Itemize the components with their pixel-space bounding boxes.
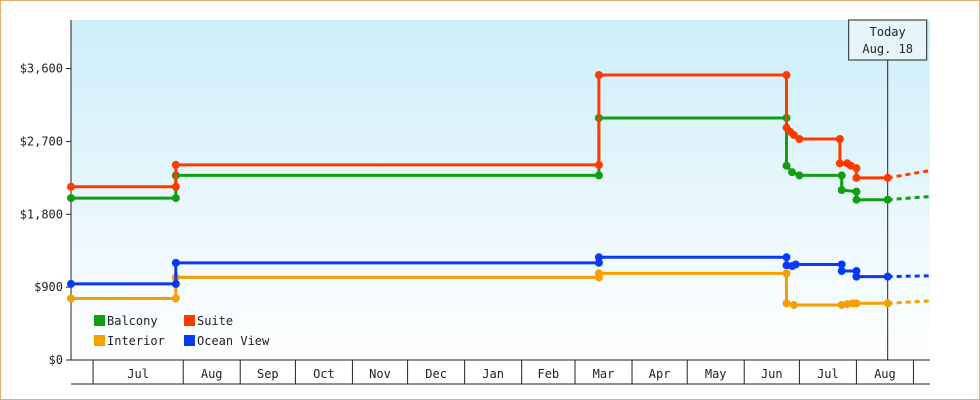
data-point [67, 294, 75, 303]
data-point [594, 171, 603, 180]
y-tick-label: $900 [34, 280, 63, 294]
data-point [782, 299, 791, 308]
data-point [835, 159, 844, 168]
data-point [852, 299, 861, 308]
x-axis: Jul Aug Sep Oct Nov Dec Jan Feb Mar Apr May Jun Jul A… [71, 359, 930, 385]
data-point [852, 173, 861, 182]
data-point [171, 279, 180, 288]
today-label: Today [870, 25, 906, 39]
projection-line-ocean-view [887, 274, 931, 279]
plot-background [71, 20, 930, 360]
projection-line-balcony [887, 194, 931, 202]
data-point [795, 135, 804, 143]
data-point [852, 272, 861, 281]
data-point [852, 187, 861, 196]
y-tick-label: $0 [49, 353, 63, 367]
x-tick-label: Jan [482, 367, 504, 381]
legend-swatch-interior [94, 335, 105, 346]
x-tick-label: Sep [257, 367, 279, 381]
today-box [848, 19, 928, 61]
data-point [594, 160, 603, 169]
data-point [791, 260, 800, 269]
data-point [782, 71, 791, 80]
data-point [883, 272, 892, 281]
data-point [789, 130, 798, 139]
data-point [883, 299, 892, 308]
data-point [594, 253, 603, 262]
data-point [594, 71, 603, 80]
x-tick-label: Dec [425, 367, 447, 381]
data-point [837, 260, 846, 269]
data-point [852, 164, 861, 173]
x-tick-label: Oct [313, 367, 335, 381]
projection-line-suite [887, 169, 931, 180]
projection-line-interior [887, 299, 931, 305]
x-tick-label: Aug [201, 367, 223, 381]
legend-label-suite: Suite [197, 314, 233, 328]
legend: Balcony Suite Interior Ocean View [94, 314, 270, 348]
data-point [835, 135, 844, 143]
series-ocean-view [67, 253, 931, 288]
data-point [837, 171, 846, 180]
x-tick-label: Mar [593, 367, 615, 381]
data-point [789, 300, 798, 309]
legend-swatch-balcony [94, 315, 105, 326]
x-tick-label: Nov [369, 367, 391, 381]
data-point [883, 195, 892, 204]
data-point [782, 253, 791, 262]
data-point [594, 258, 603, 267]
data-point [171, 194, 180, 203]
y-tick-label: $1,800 [20, 207, 63, 221]
data-point [594, 269, 603, 278]
today-marker: Today Aug. 18 [848, 19, 928, 360]
data-point [171, 294, 180, 303]
data-point [171, 258, 180, 267]
x-tick-label: Jul [127, 367, 149, 381]
x-tick-label: May [705, 367, 727, 381]
data-point [782, 161, 791, 170]
y-axis: $0 $900 $1,800 $2,700 $3,600 [20, 20, 72, 367]
today-date-label: Aug. 18 [862, 42, 913, 56]
data-point [67, 182, 75, 191]
data-point [788, 168, 797, 177]
legend-swatch-suite [184, 315, 195, 326]
data-point [837, 186, 846, 194]
x-tick-label: Apr [649, 367, 671, 381]
series-balcony [67, 113, 931, 204]
data-point [171, 182, 180, 191]
series-suite [67, 71, 931, 191]
data-point [782, 269, 791, 278]
data-point [795, 171, 804, 180]
data-point [837, 266, 846, 275]
legend-label-ocean-view: Ocean View [197, 334, 270, 348]
data-point [67, 279, 75, 288]
legend-label-balcony: Balcony [107, 314, 158, 328]
data-point [171, 160, 180, 169]
x-tick-label: Jun [761, 367, 783, 381]
y-tick-label: $2,700 [20, 134, 63, 148]
y-tick-label: $3,600 [20, 62, 63, 76]
data-point [852, 266, 861, 275]
series-layer [67, 71, 931, 309]
legend-label-interior: Interior [107, 334, 165, 348]
data-point [883, 173, 892, 182]
x-tick-label: Feb [537, 367, 559, 381]
x-tick-label: Jul [817, 367, 839, 381]
data-point [852, 195, 861, 204]
x-tick-label: Aug [874, 367, 896, 381]
data-point [67, 194, 75, 203]
legend-swatch-ocean-view [184, 335, 195, 346]
